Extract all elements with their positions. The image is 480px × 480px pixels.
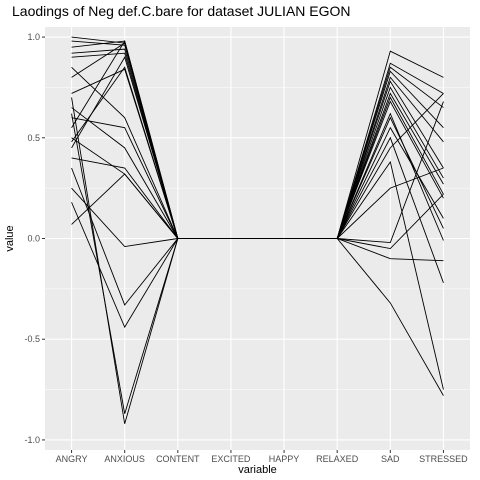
series-lines [71,36,444,424]
x-tick-label: CONTENT [156,454,200,464]
x-axis-title: variable [238,464,277,476]
y-tick-label: 1.0 [27,32,40,42]
y-tick-label: -0.5 [24,334,40,344]
x-tick-label: RELAXED [316,454,359,464]
minor-gridlines [45,87,470,390]
x-tick-label: STRESSED [419,454,468,464]
x-tick-label: EXCITED [211,454,251,464]
series-line-21 [71,66,444,396]
x-tick-label: ANGRY [56,454,88,464]
x-tick-label: HAPPY [269,454,300,464]
x-tick-label: SAD [381,454,400,464]
y-axis-ticks: -1.0 -0.5 0.0 0.5 1.0 [24,32,45,445]
x-tick-label: ANXIOUS [104,454,145,464]
y-tick-label: 0.5 [27,133,40,143]
y-tick-label: 0.0 [27,234,40,244]
x-axis-ticks: ANGRY ANXIOUS CONTENT EXCITED HAPPY RELAXED SA… [56,450,468,464]
y-axis-title: value [4,225,16,251]
y-tick-label: -1.0 [24,435,40,445]
chart-title: Laodings of Neg def.C.bare for dataset J… [12,3,351,19]
